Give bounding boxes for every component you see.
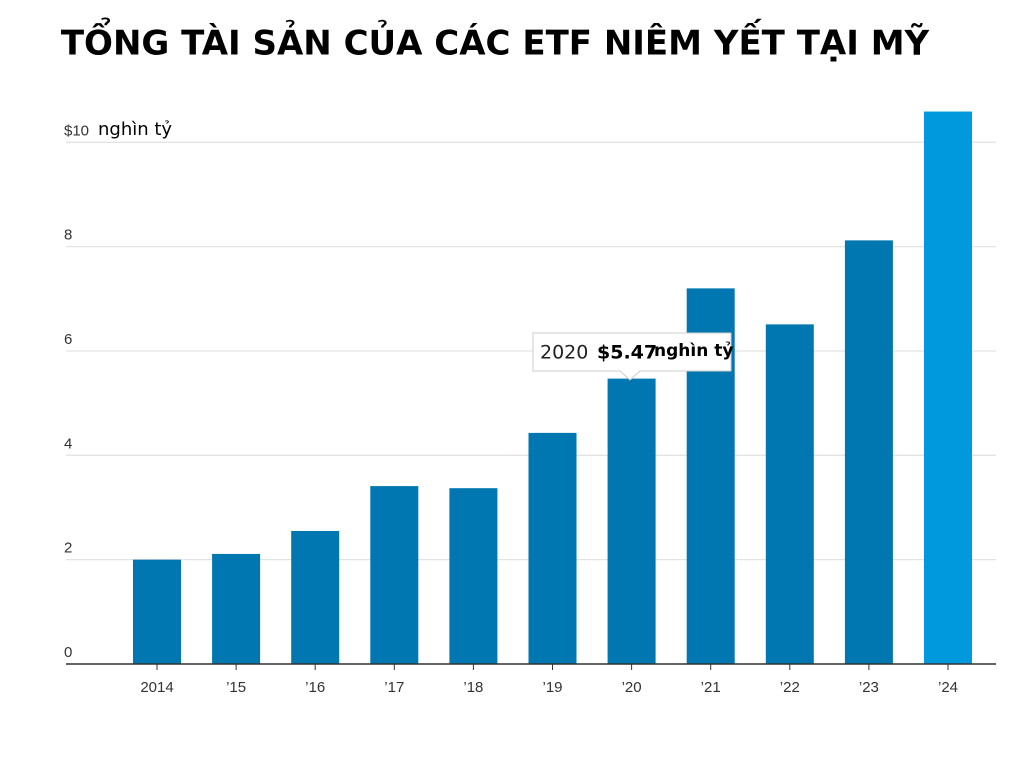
- y-unit: nghìn tỷ: [98, 119, 172, 140]
- x-tick-label: ’17: [384, 679, 404, 696]
- bar: [528, 432, 577, 664]
- x-tick-label: ’15: [226, 679, 246, 696]
- x-tick-label: 2014: [140, 679, 173, 696]
- bar: [133, 559, 181, 664]
- bar: [212, 553, 261, 664]
- y-tick-label: 2: [64, 540, 72, 557]
- grid: 0 2 4 6 8 $10 2014 ’15 ’16 ’17 ’18 ’19 ’20 ’21 ’22 ’23 ’…: [64, 122, 996, 696]
- tooltip-box: [532, 332, 732, 381]
- bar: [370, 486, 419, 664]
- y-tick-label: 4: [64, 435, 72, 452]
- x-tick-label: ’16: [305, 679, 325, 696]
- x-tick-label: ’24: [938, 679, 958, 696]
- x-tick-label: ’19: [542, 679, 562, 696]
- y-tick-label: 0: [64, 644, 72, 661]
- bar: [765, 324, 814, 664]
- bar: [924, 111, 972, 664]
- x-tick-label: ’20: [622, 679, 642, 696]
- tooltip-value: $5.47: [597, 342, 657, 364]
- chart-title: TỔNG TÀI SẢN CỦA CÁC ETF NIÊM YẾT TẠI MỸ: [61, 17, 930, 64]
- bar: [291, 530, 340, 664]
- x-tick-label: ’22: [780, 679, 800, 696]
- tooltip-unit: nghìn tỷ: [654, 341, 733, 361]
- y-tick-label: 8: [64, 227, 72, 244]
- bar: [449, 488, 498, 664]
- y-tick-label: $10: [64, 122, 89, 139]
- x-tick-label: ’23: [859, 679, 879, 696]
- x-tick-label: ’21: [701, 679, 721, 696]
- bar: [844, 240, 893, 664]
- bars: [133, 111, 972, 664]
- y-tick-label: 6: [64, 331, 72, 348]
- bar: [607, 378, 656, 664]
- tooltip-year: 2020: [540, 342, 588, 364]
- x-tick-label: ’18: [463, 679, 483, 696]
- tooltip: 2020 $5.47 nghìn tỷ: [532, 332, 733, 381]
